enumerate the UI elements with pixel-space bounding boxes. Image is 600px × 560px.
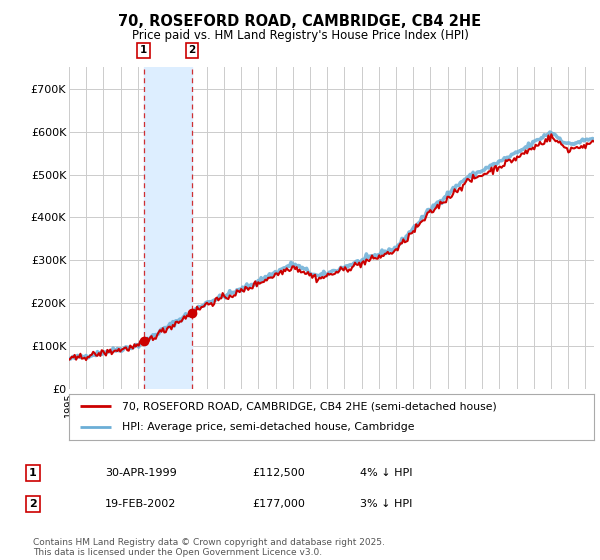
Text: Contains HM Land Registry data © Crown copyright and database right 2025.
This d: Contains HM Land Registry data © Crown c… bbox=[33, 538, 385, 557]
Text: 70, ROSEFORD ROAD, CAMBRIDGE, CB4 2HE: 70, ROSEFORD ROAD, CAMBRIDGE, CB4 2HE bbox=[118, 14, 482, 29]
Text: 1: 1 bbox=[140, 45, 147, 55]
Text: 3% ↓ HPI: 3% ↓ HPI bbox=[360, 499, 412, 509]
Text: HPI: Average price, semi-detached house, Cambridge: HPI: Average price, semi-detached house,… bbox=[121, 422, 414, 432]
Text: £177,000: £177,000 bbox=[252, 499, 305, 509]
Text: 30-APR-1999: 30-APR-1999 bbox=[105, 468, 177, 478]
Text: £112,500: £112,500 bbox=[252, 468, 305, 478]
Text: 2: 2 bbox=[29, 499, 37, 509]
Text: 70, ROSEFORD ROAD, CAMBRIDGE, CB4 2HE (semi-detached house): 70, ROSEFORD ROAD, CAMBRIDGE, CB4 2HE (s… bbox=[121, 401, 496, 411]
Text: 1: 1 bbox=[29, 468, 37, 478]
Text: 4% ↓ HPI: 4% ↓ HPI bbox=[360, 468, 413, 478]
Text: 19-FEB-2002: 19-FEB-2002 bbox=[105, 499, 176, 509]
Text: 2: 2 bbox=[188, 45, 196, 55]
Text: Price paid vs. HM Land Registry's House Price Index (HPI): Price paid vs. HM Land Registry's House … bbox=[131, 29, 469, 42]
Bar bbox=[143, 67, 192, 389]
